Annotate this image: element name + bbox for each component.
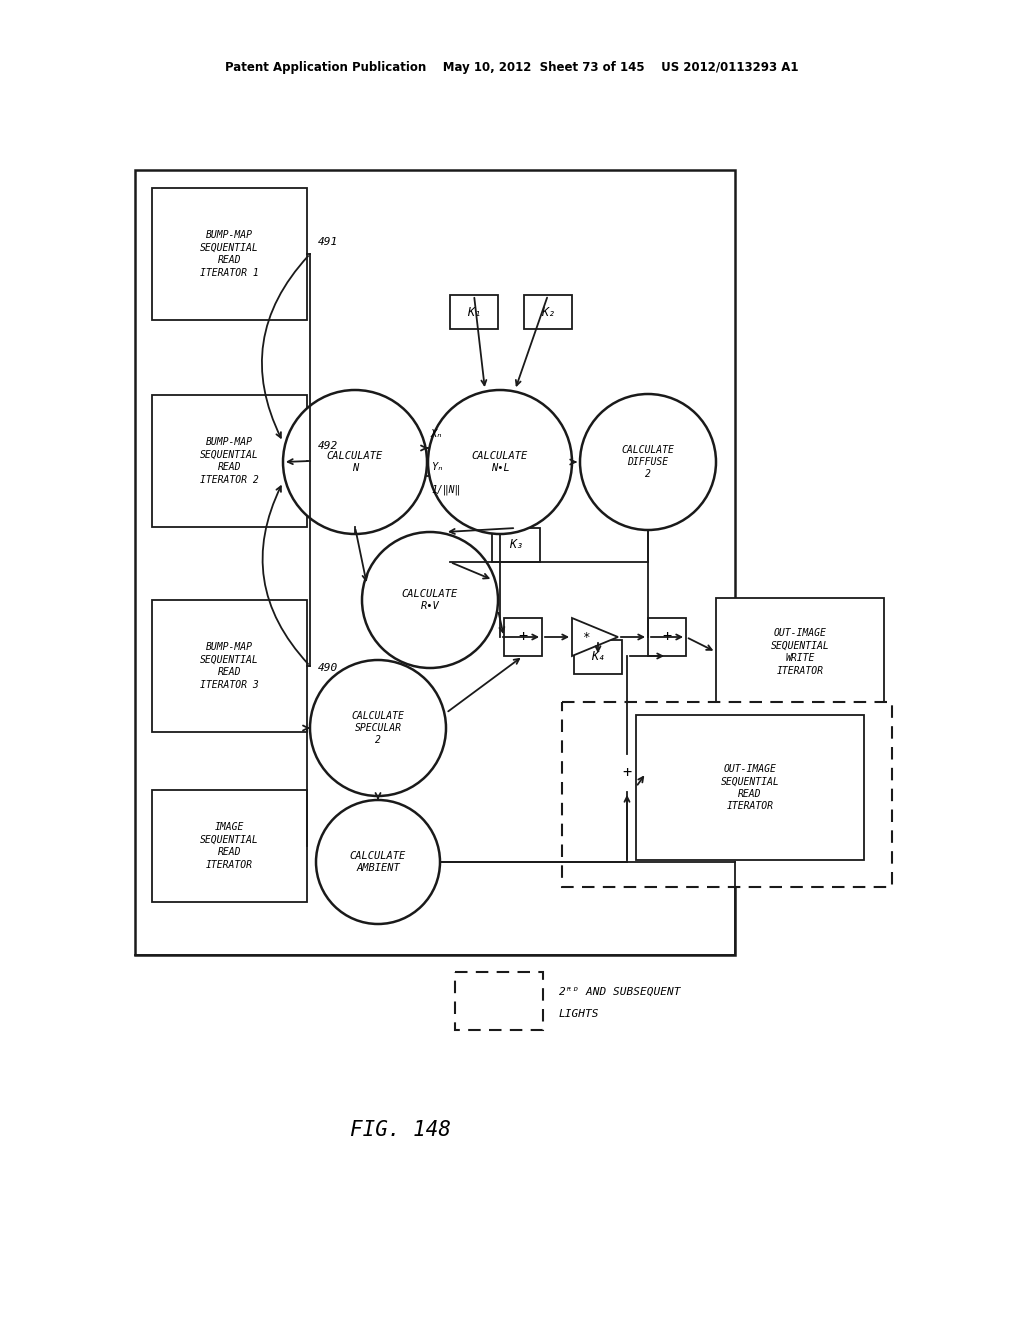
- Ellipse shape: [283, 389, 427, 535]
- Bar: [492, 528, 540, 562]
- Text: CALCULATE
N•L: CALCULATE N•L: [472, 451, 528, 473]
- Text: BUMP-MAP
SEQUENTIAL
READ
ITERATOR 2: BUMP-MAP SEQUENTIAL READ ITERATOR 2: [200, 437, 259, 484]
- Text: BUMP-MAP
SEQUENTIAL
READ
ITERATOR 3: BUMP-MAP SEQUENTIAL READ ITERATOR 3: [200, 643, 259, 689]
- Text: OUT-IMAGE
SEQUENTIAL
READ
ITERATOR: OUT-IMAGE SEQUENTIAL READ ITERATOR: [721, 764, 779, 810]
- Text: +: +: [623, 766, 632, 780]
- Bar: [152, 395, 307, 527]
- Bar: [524, 294, 572, 329]
- Text: K₂: K₂: [541, 305, 555, 318]
- Text: K₃: K₃: [509, 539, 523, 552]
- Text: 490: 490: [318, 663, 338, 673]
- Bar: [574, 640, 622, 675]
- Ellipse shape: [316, 800, 440, 924]
- Text: 1/‖N‖: 1/‖N‖: [431, 484, 461, 495]
- Bar: [152, 187, 307, 319]
- Bar: [504, 618, 542, 656]
- Ellipse shape: [580, 393, 716, 531]
- Bar: [455, 972, 543, 1030]
- Text: IMAGE
SEQUENTIAL
READ
ITERATOR: IMAGE SEQUENTIAL READ ITERATOR: [200, 822, 259, 870]
- Text: CALCULATE
DIFFUSE
2: CALCULATE DIFFUSE 2: [622, 445, 675, 479]
- Text: 491: 491: [318, 238, 338, 247]
- Text: FIG. 148: FIG. 148: [349, 1119, 451, 1140]
- Text: LIGHTS: LIGHTS: [559, 1008, 599, 1019]
- Ellipse shape: [310, 660, 446, 796]
- Bar: [562, 702, 892, 887]
- Text: CALCULATE
SPECULAR
2: CALCULATE SPECULAR 2: [351, 710, 404, 746]
- Bar: [450, 294, 498, 329]
- Ellipse shape: [428, 389, 572, 535]
- Bar: [135, 170, 735, 954]
- Text: CALCULATE
AMBIENT: CALCULATE AMBIENT: [350, 851, 407, 874]
- Bar: [152, 601, 307, 733]
- Text: *: *: [584, 631, 591, 644]
- Text: OUT-IMAGE
SEQUENTIAL
WRITE
ITERATOR: OUT-IMAGE SEQUENTIAL WRITE ITERATOR: [771, 628, 829, 676]
- Ellipse shape: [362, 532, 498, 668]
- Text: 492: 492: [318, 441, 338, 451]
- Text: Xₙ: Xₙ: [431, 429, 443, 440]
- Bar: [636, 715, 864, 861]
- Bar: [152, 789, 307, 902]
- Polygon shape: [572, 618, 618, 656]
- Text: Patent Application Publication    May 10, 2012  Sheet 73 of 145    US 2012/01132: Patent Application Publication May 10, 2…: [225, 62, 799, 74]
- Text: Yₙ: Yₙ: [431, 462, 443, 473]
- Text: K₄: K₄: [591, 651, 605, 664]
- Text: +: +: [518, 630, 527, 644]
- Text: BUMP-MAP
SEQUENTIAL
READ
ITERATOR 1: BUMP-MAP SEQUENTIAL READ ITERATOR 1: [200, 231, 259, 277]
- Text: K₁: K₁: [467, 305, 481, 318]
- Text: CALCULATE
R•V: CALCULATE R•V: [401, 589, 458, 611]
- Text: 2ᴿᴰ AND SUBSEQUENT: 2ᴿᴰ AND SUBSEQUENT: [559, 987, 681, 997]
- Bar: [648, 618, 686, 656]
- Bar: [716, 598, 884, 706]
- Text: CALCULATE
N: CALCULATE N: [327, 451, 383, 473]
- Text: +: +: [663, 630, 672, 644]
- Bar: [608, 754, 646, 792]
